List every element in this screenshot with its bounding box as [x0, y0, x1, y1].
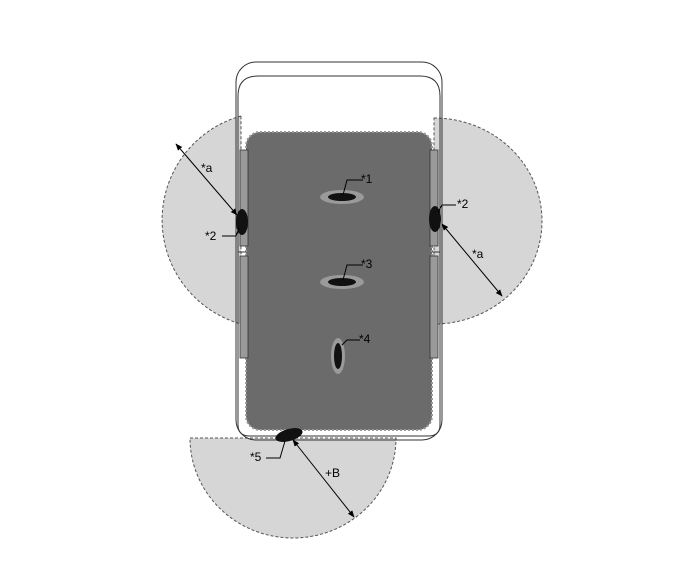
left-rear-door-panel [239, 255, 249, 359]
label-sensor-4: *4 [359, 332, 371, 346]
sensor-3 [328, 278, 356, 286]
right-front-door-panel [429, 149, 439, 247]
leader-sensor-3 [342, 264, 363, 281]
left-front-door-panel [239, 149, 249, 247]
label-dim-a-right: *a [472, 247, 484, 261]
leader-sensor-4 [341, 339, 360, 346]
left-detection-zone [161, 115, 242, 325]
sensor-1 [328, 193, 356, 201]
vehicle-body [235, 61, 443, 441]
sensor-4 [334, 343, 342, 369]
label-sensor-3: *3 [361, 257, 373, 271]
leader-sensor-2-left [222, 227, 240, 237]
label-sensor-1: *1 [361, 172, 373, 186]
rear-detection-zone [189, 437, 397, 539]
leader-sensor-5 [266, 440, 286, 459]
leader-sensor-2-right [437, 204, 456, 213]
leader-sensor-1 [342, 179, 363, 196]
label-sensor-5: *5 [250, 450, 262, 464]
leader-lines [222, 179, 456, 459]
dim-arrow-b [292, 439, 355, 518]
sensor-5 [275, 428, 303, 442]
label-sensor-2-left: *2 [205, 229, 217, 243]
sensors [236, 190, 441, 442]
dim-arrow-a-left [175, 143, 238, 216]
vehicle-inner-outline [237, 75, 441, 437]
label-dim-b: +B [325, 466, 340, 480]
right-detection-zone [433, 117, 543, 325]
dimension-arrows [175, 143, 503, 518]
right-rear-door-panel [429, 255, 439, 359]
label-sensor-2-right: *2 [457, 197, 469, 211]
sensor-2-right [429, 206, 441, 232]
dim-arrow-a-right [441, 223, 503, 297]
labels: *1 *3 *4 *2 *2 *5 *a *a +B [201, 161, 484, 480]
label-dim-a-left: *a [201, 161, 213, 175]
